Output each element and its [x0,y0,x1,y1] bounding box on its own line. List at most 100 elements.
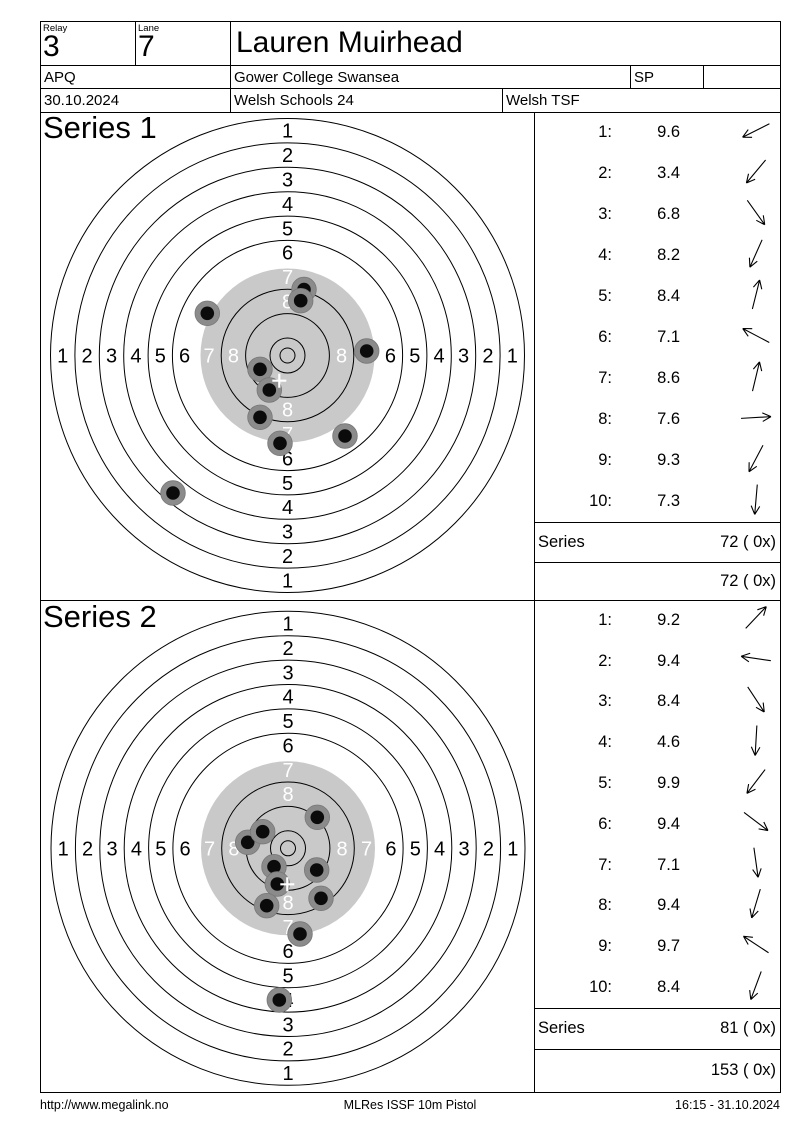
target-diagram-series-1: 11112222333344445555666677778888 [50,118,525,593]
ring-number-label: 6 [282,941,293,963]
ring-number-label: 7 [282,917,293,939]
ring-number-label: 2 [282,546,293,568]
table-border-line [40,21,781,22]
shot-number: 5: [598,774,612,793]
shot-direction-arrow [746,768,766,794]
ring-number-label: 2 [282,145,293,167]
series-2-shot-4-row: 4: 4.6 [534,722,780,763]
table-border-line [502,88,503,113]
shot-arrow-holder [736,315,776,360]
series-1-shot-3-row: 3: 6.8 [534,194,780,235]
event-name: Welsh Schools 24 [234,92,354,109]
table-border-line [40,65,781,66]
shot-score: 9.4 [657,651,680,670]
inner-ten-circle [279,347,296,364]
shot-arrow-holder [736,965,776,1010]
shot-number: 1: [598,123,612,141]
ring-number-label: 1 [58,838,69,860]
ring-number-label: 1 [282,1063,293,1085]
shot-hole-4-core [272,993,287,1007]
ring-number-label: 3 [282,1014,293,1036]
table-border-line [40,88,781,89]
ring-circle [245,313,330,398]
series-2-sum-label: Series [538,1019,585,1037]
ring-number-label: 3 [106,346,117,368]
table-border-line [630,65,631,89]
ring-number-label: 5 [282,473,293,495]
shot-score: 9.3 [657,451,680,469]
table-border-line [135,21,136,66]
date-value: 30.10.2024 [44,92,120,109]
shot-number: 9: [598,451,612,469]
shot-arrow-holder [736,356,776,401]
ring-number-label: 1 [57,346,68,368]
ring-number-label: 3 [282,170,293,192]
series-1-sum-row: Series 72 ( 0x) [534,522,780,562]
club-code: APQ [44,69,76,86]
ring-circle [74,142,501,569]
shot-hole-3-core [314,891,328,906]
lane-value: 7 [138,30,155,63]
shot-direction-arrow [749,888,761,919]
ring-number-label: 5 [282,966,293,988]
ring-number-label: 8 [337,838,348,860]
ring-circle [99,659,477,1037]
series-1-shot-1-row: 1: 9.6 [534,112,780,153]
series-2-shot-1-row: 1: 9.2 [534,600,780,641]
shot-score: 8.2 [657,246,680,264]
shot-arrow-holder [736,151,776,196]
shot-score: 8.4 [657,287,680,305]
series-2-sum-row: Series 81 ( 0x) [534,1008,780,1049]
ring-number-label: 1 [282,614,293,636]
ring-number-label: 4 [130,346,141,368]
shot-arrow-holder [736,479,776,524]
shot-number: 6: [598,814,612,833]
shot-number: 10: [589,978,612,997]
shot-hole-8-core [270,877,285,891]
shot-number: 9: [598,937,612,956]
shot-direction-arrow [750,725,761,756]
ring-number-label: 8 [336,346,347,368]
ring-circle [123,684,453,1013]
shot-hole-6-core [200,306,215,321]
shot-direction-arrow [748,444,764,472]
shot-arrow-holder [736,598,776,643]
shot-arrow-holder [736,924,776,969]
ring-circle [148,708,428,989]
ring-number-label: 6 [282,735,293,757]
shot-hole-2-core [240,835,255,850]
team-name: Welsh TSF [506,92,580,109]
shot-arrow-holder [736,883,776,928]
mean-point-of-impact-cross [272,373,287,388]
shot-direction-arrow [750,484,761,515]
shot-hole-2-core [166,486,180,500]
series-2-shot-10-row: 10: 8.4 [534,967,780,1008]
shot-direction-arrow [740,652,771,663]
series-1-shot-list: 1: 9.6 2: 3.4 3: 6.8 4: 8.2 5: 8.4 6: 7.1 7: 8.6 8: 7.6… [534,112,780,522]
shot-number: 2: [598,164,612,182]
ring-number-label: 4 [131,838,142,860]
ring-number-label: 3 [282,662,293,684]
table-border-line [40,600,781,601]
ring-number-label: 7 [203,346,214,368]
shot-direction-arrow [751,279,763,309]
shot-score: 3.4 [657,164,680,182]
series-2-shot-2-row: 2: 9.4 [534,641,780,682]
shot-arrow-holder [736,192,776,237]
mean-point-of-impact-cross [280,877,295,892]
table-border-line [534,522,781,523]
shot-arrow-holder [736,720,776,765]
shot-score: 9.2 [657,610,680,629]
ring-number-label: 8 [228,346,239,368]
shot-hole-9-core [255,824,270,839]
shot-direction-arrow [746,199,766,225]
lane-label: Lane [138,23,160,34]
footer-program: MLRes ISSF 10m Pistol [343,1098,477,1112]
shot-number: 7: [598,855,612,874]
ring-number-label: 3 [458,346,469,368]
shot-hole-6-core [309,863,324,877]
ring-number-label: 6 [179,346,190,368]
class-code: SP [634,69,655,86]
shot-arrow-holder [736,110,776,155]
shot-score: 7.6 [657,410,680,428]
